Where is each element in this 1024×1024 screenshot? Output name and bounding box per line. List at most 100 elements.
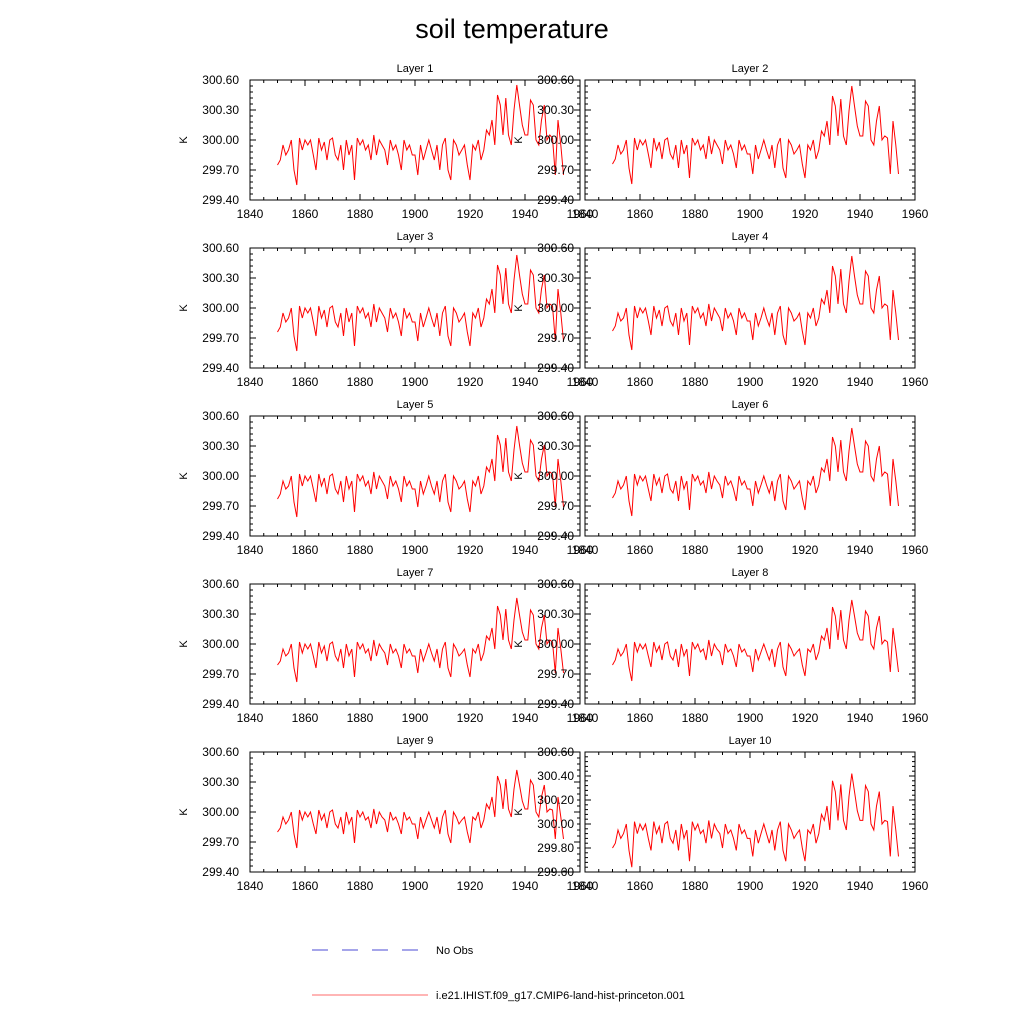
x-tick-label: 1860	[627, 711, 654, 725]
y-tick-label: 300.00	[537, 133, 574, 147]
x-tick-label: 1900	[737, 711, 764, 725]
x-tick-label: 1880	[347, 375, 374, 389]
x-tick-label: 1880	[347, 543, 374, 557]
x-tick-label: 1960	[567, 711, 594, 725]
y-tick-label: 299.40	[537, 361, 574, 375]
x-tick-label: 1900	[402, 711, 429, 725]
y-tick-label: 300.00	[537, 817, 574, 831]
x-tick-label: 1940	[847, 207, 874, 221]
x-tick-label: 1920	[457, 879, 484, 893]
y-tick-label: 300.60	[537, 409, 574, 423]
panel-title: Layer 5	[397, 399, 434, 411]
x-tick-label: 1880	[347, 207, 374, 221]
panel-title: Layer 2	[732, 63, 769, 75]
x-tick-label: 1880	[682, 207, 709, 221]
y-tick-label: 300.60	[202, 241, 239, 255]
x-tick-label: 1840	[237, 711, 264, 725]
x-tick-label: 1840	[237, 879, 264, 893]
y-axis-label: K	[513, 136, 525, 144]
y-tick-label: 300.00	[537, 469, 574, 483]
panel-title: Layer 8	[732, 567, 769, 579]
series-line	[277, 84, 564, 186]
y-tick-label: 300.00	[537, 637, 574, 651]
series-line	[612, 773, 899, 868]
x-tick-label: 1840	[572, 879, 599, 893]
y-tick-label: 299.40	[202, 361, 239, 375]
x-tick-label: 1960	[567, 543, 594, 557]
x-tick-label: 1940	[847, 543, 874, 557]
panel-title: Layer 7	[397, 567, 434, 579]
panel-title: Layer 1	[397, 63, 434, 75]
x-tick-label: 1960	[902, 711, 929, 725]
y-tick-label: 300.60	[537, 745, 574, 759]
x-tick-label: 1960	[567, 207, 594, 221]
x-tick-label: 1900	[737, 879, 764, 893]
y-tick-label: 300.30	[202, 271, 239, 285]
x-tick-label: 1920	[457, 375, 484, 389]
x-tick-label: 1900	[737, 375, 764, 389]
x-tick-label: 1940	[847, 879, 874, 893]
series-line	[612, 85, 899, 185]
x-tick-label: 1860	[292, 879, 319, 893]
y-tick-label: 300.60	[537, 241, 574, 255]
x-tick-label: 1860	[627, 879, 654, 893]
panel-title: Layer 3	[397, 231, 434, 243]
panel-title: Layer 10	[729, 735, 772, 747]
y-tick-label: 299.70	[537, 331, 574, 345]
y-tick-label: 300.60	[537, 73, 574, 87]
y-tick-label: 300.00	[202, 805, 239, 819]
x-tick-label: 1860	[627, 375, 654, 389]
y-tick-label: 300.60	[537, 577, 574, 591]
y-axis-label: K	[178, 472, 190, 480]
y-tick-label: 299.80	[537, 841, 574, 855]
x-tick-label: 1900	[737, 207, 764, 221]
x-tick-label: 1880	[682, 375, 709, 389]
legend-label-2: i.e21.IHIST.f09_g17.CMIP6-land-hist-prin…	[436, 990, 685, 1002]
y-tick-label: 300.30	[202, 103, 239, 117]
legend: No Obs i.e21.IHIST.f09_g17.CMIP6-land-his…	[312, 945, 685, 1002]
x-tick-label: 1880	[347, 711, 374, 725]
x-tick-label: 1920	[792, 375, 819, 389]
y-tick-label: 299.40	[202, 529, 239, 543]
x-tick-label: 1900	[402, 879, 429, 893]
series-line	[612, 427, 899, 517]
panel-9: Layer 9 1840 1860 1880 1900 1920 1940 1960 299.4…	[178, 735, 594, 893]
x-tick-label: 1920	[792, 207, 819, 221]
x-tick-label: 1860	[292, 711, 319, 725]
y-tick-label: 299.70	[537, 499, 574, 513]
y-tick-label: 300.30	[537, 439, 574, 453]
y-tick-label: 300.30	[537, 103, 574, 117]
y-tick-label: 299.40	[202, 193, 239, 207]
y-axis-label: K	[178, 640, 190, 648]
y-tick-label: 300.60	[202, 577, 239, 591]
series-line	[277, 425, 564, 518]
x-tick-label: 1940	[512, 543, 539, 557]
y-axis-label: K	[513, 808, 525, 816]
y-tick-label: 299.70	[202, 835, 239, 849]
x-tick-label: 1920	[792, 879, 819, 893]
panel-title: Layer 9	[397, 735, 434, 747]
y-tick-label: 299.70	[537, 667, 574, 681]
x-tick-label: 1920	[457, 711, 484, 725]
panel-title: Layer 6	[732, 399, 769, 411]
legend-label-1: No Obs	[436, 945, 474, 957]
series-line	[612, 599, 899, 682]
y-tick-label: 300.00	[202, 301, 239, 315]
series-line	[277, 769, 564, 849]
x-tick-label: 1840	[572, 207, 599, 221]
x-tick-label: 1960	[902, 207, 929, 221]
y-tick-label: 299.70	[537, 163, 574, 177]
y-tick-label: 300.40	[537, 769, 574, 783]
y-tick-label: 299.40	[537, 529, 574, 543]
x-tick-label: 1840	[237, 375, 264, 389]
y-tick-label: 300.60	[202, 409, 239, 423]
y-tick-label: 299.40	[537, 697, 574, 711]
x-tick-label: 1960	[567, 879, 594, 893]
